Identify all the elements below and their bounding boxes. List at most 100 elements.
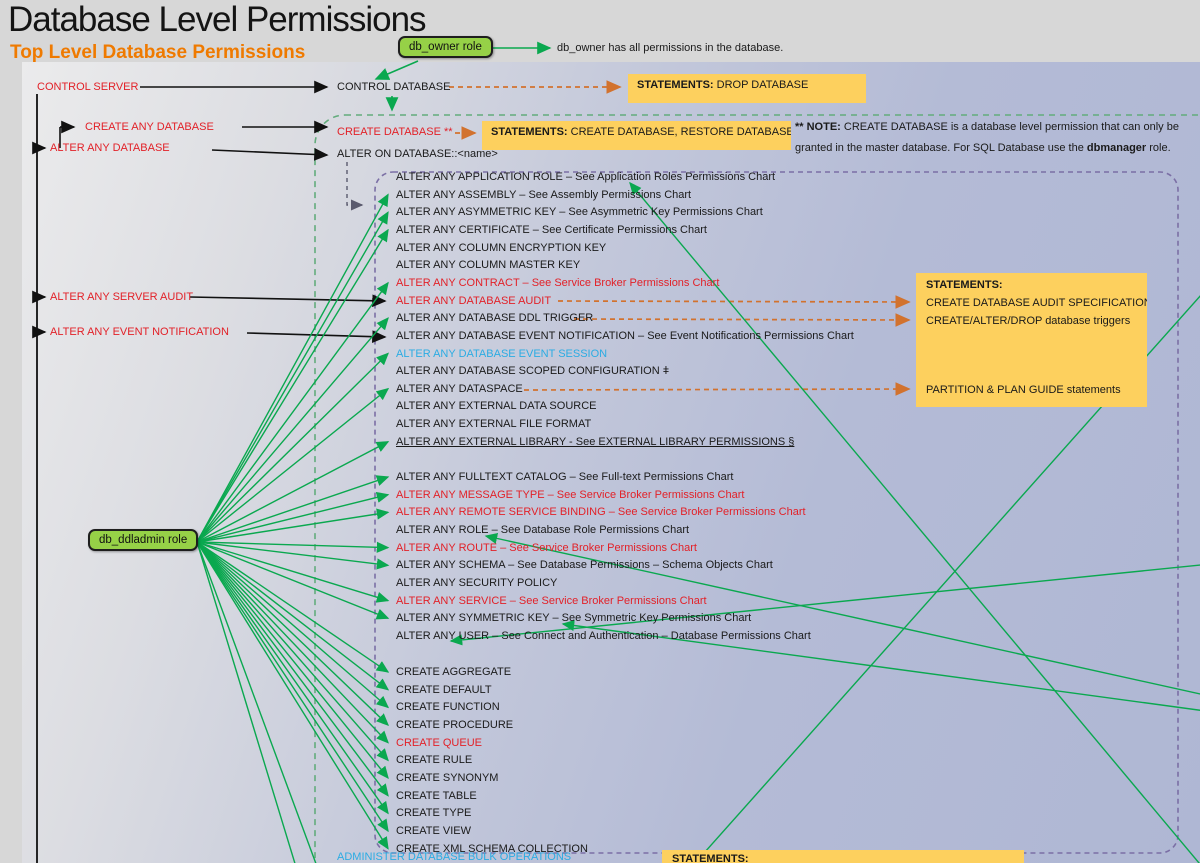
control-database-label: CONTROL DATABASE <box>337 81 451 93</box>
statements-label: STATEMENTS: <box>491 126 568 138</box>
diagram-panel-background <box>22 62 1200 863</box>
connector <box>196 541 390 709</box>
statements-line: CREATE/ALTER/DROP database triggers <box>926 315 1131 327</box>
connector <box>196 541 389 815</box>
permission-item: ALTER ANY SERVICE – See Service Broker P… <box>396 594 707 607</box>
statements-line: PARTITION & PLAN GUIDE statements <box>926 384 1121 396</box>
alter-any-event-notification-label: ALTER ANY EVENT NOTIFICATION <box>50 326 229 338</box>
permission-item: ALTER ANY APPLICATION ROLE – See Applica… <box>396 171 776 183</box>
note-bold: ** NOTE: <box>795 121 841 133</box>
connector <box>196 541 390 673</box>
note-text: CREATE DATABASE is a database level perm… <box>840 121 1179 133</box>
connector <box>196 541 390 553</box>
permission-item: ALTER ANY REMOTE SERVICE BINDING – See S… <box>396 506 806 519</box>
permission-item: CREATE AGGREGATE <box>396 666 512 678</box>
connector <box>196 541 390 691</box>
connector <box>196 317 389 543</box>
page-title: Database Level Permissions <box>8 0 427 39</box>
connector <box>211 148 329 161</box>
connector <box>196 475 390 543</box>
permission-item: ALTER ANY ASYMMETRIC KEY – See Asymmetri… <box>396 206 763 219</box>
db-owner-role-box: db_owner role <box>398 36 493 58</box>
permission-item: ALTER ANY ROLE – See Database Role Permi… <box>396 523 690 536</box>
permission-item: ALTER ANY FULLTEXT CATALOG – See Full-te… <box>396 471 734 483</box>
connector <box>196 541 389 762</box>
connector <box>523 382 911 396</box>
connector <box>196 541 390 726</box>
permission-item: ALTER ANY DATABASE EVENT SESSION <box>396 347 608 360</box>
permission-item: ALTER ANY COLUMN MASTER KEY <box>396 259 581 272</box>
permission-item: ALTER ANY DATASPACE <box>396 382 523 395</box>
statements-label: STATEMENTS: <box>637 79 714 91</box>
connector <box>196 193 389 543</box>
connector <box>196 541 390 620</box>
connector <box>196 541 389 850</box>
statements-label: STATEMENTS: <box>926 279 1003 291</box>
connector <box>196 491 390 543</box>
note-text: role. <box>1146 142 1171 154</box>
permission-item: ALTER ANY EXTERNAL FILE FORMAT <box>396 418 592 431</box>
permission-item: CREATE TYPE <box>396 807 472 820</box>
connector <box>246 330 387 344</box>
permission-item: CREATE PROCEDURE <box>396 718 514 731</box>
permission-item: CREATE DEFAULT <box>396 683 492 696</box>
alter-any-database-label: ALTER ANY DATABASE <box>50 142 170 154</box>
connector <box>694 295 1200 863</box>
statements-drop-database-box: STATEMENTS: DROP DATABASE <box>628 74 866 103</box>
permission-item: CREATE RULE <box>396 754 473 767</box>
connector <box>196 541 389 797</box>
permission-item: CREATE SYNONYM <box>396 771 499 784</box>
permission-item: ALTER ANY USER – See Connect and Authent… <box>396 629 811 642</box>
administer-bulk-operations-label: ADMINISTER DATABASE BULK OPERATIONS <box>337 851 572 863</box>
permission-item: CREATE QUEUE <box>396 736 482 749</box>
note-text: granted in the master database. For SQL … <box>795 142 1087 154</box>
statements-text: CREATE DATABASE, RESTORE DATABASE <box>567 126 791 138</box>
alter-on-database-label: ALTER ON DATABASE::<name> <box>337 148 498 160</box>
alter-any-server-audit-label: ALTER ANY SERVER AUDIT <box>50 291 194 303</box>
permission-item: ALTER ANY COLUMN ENCRYPTION KEY <box>396 241 607 254</box>
statements-audit-box: STATEMENTS: CREATE DATABASE AUDIT SPECIF… <box>916 273 1147 407</box>
note-bold: dbmanager <box>1086 142 1147 154</box>
connector <box>573 313 911 327</box>
statements-line: CREATE DATABASE AUDIT SPECIFICATION <box>926 297 1147 309</box>
connector <box>196 541 296 863</box>
connector <box>196 541 390 570</box>
connector <box>196 441 390 543</box>
create-any-database-label: CREATE ANY DATABASE <box>85 121 214 133</box>
connector <box>196 541 389 780</box>
permission-item: ALTER ANY SCHEMA – See Database Permissi… <box>396 559 773 572</box>
permission-item: CREATE FUNCTION <box>396 701 500 714</box>
section-title: Top Level Database Permissions <box>10 42 306 63</box>
connector <box>196 541 389 744</box>
permission-item: ALTER ANY DATABASE DDL TRIGGER <box>396 312 594 325</box>
connector <box>196 281 389 543</box>
statements-text: DROP DATABASE <box>713 79 809 91</box>
permission-item: CREATE TABLE <box>396 789 477 802</box>
connector <box>196 541 390 603</box>
connector <box>196 352 389 543</box>
connector <box>196 228 389 543</box>
connector <box>196 541 389 833</box>
create-database-note-line2: granted in the master database. For SQL … <box>795 142 1171 154</box>
statements-label: STATEMENTS: <box>672 853 749 863</box>
permission-list-dashed-box <box>374 171 1179 854</box>
statements-create-database-box: STATEMENTS: CREATE DATABASE, RESTORE DAT… <box>482 121 791 150</box>
generated-connectors <box>32 41 1200 863</box>
permission-item: ALTER ANY SYMMETRIC KEY – See Symmetric … <box>396 612 752 625</box>
permission-item: ALTER ANY ASSEMBLY – See Assembly Permis… <box>396 188 692 201</box>
permission-item: ALTER ANY SECURITY POLICY <box>396 576 558 589</box>
permission-item: ALTER ANY CONTRACT – See Service Broker … <box>396 276 720 289</box>
connector <box>561 619 1200 711</box>
create-database-label: CREATE DATABASE ** <box>337 126 453 138</box>
db-ddladmin-role-box: db_ddladmin role <box>88 529 199 551</box>
permission-item: ALTER ANY EXTERNAL DATA SOURCE <box>396 400 597 413</box>
connector <box>374 60 419 80</box>
permission-item: ALTER ANY EXTERNAL LIBRARY - See EXTERNA… <box>396 435 795 448</box>
alter-on-database-elbow <box>346 162 364 211</box>
connector <box>196 508 390 543</box>
permission-item: CREATE XML SCHEMA COLLECTION <box>396 842 588 855</box>
database-scope-dashed-box <box>314 114 1200 863</box>
permission-item: CREATE VIEW <box>396 824 471 837</box>
